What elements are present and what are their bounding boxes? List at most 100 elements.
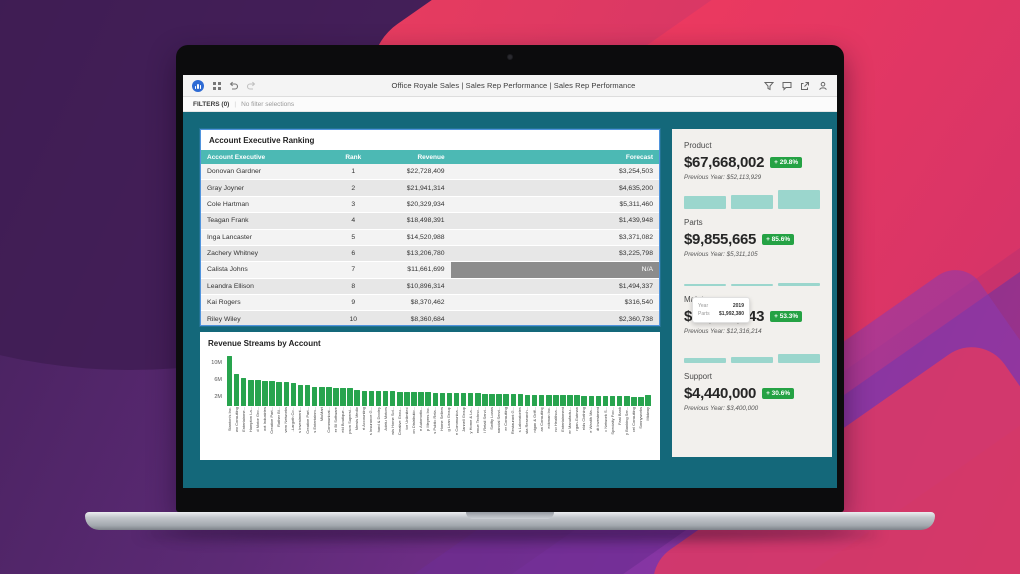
chart-bar[interactable] [240, 377, 247, 406]
grid-menu-icon[interactable] [212, 81, 222, 91]
table-row[interactable]: Zachery Whitney 6 $13,206,780 $3,225,798 [201, 245, 659, 263]
app-logo-icon[interactable] [192, 79, 204, 92]
chart-bar[interactable] [411, 391, 417, 406]
chart-bar[interactable] [453, 393, 460, 406]
chart-bar[interactable] [425, 392, 431, 406]
chart-bar[interactable] [546, 394, 552, 406]
chart-bar[interactable] [319, 387, 325, 406]
account-executive-ranking-card[interactable]: Account Executive Ranking Account Execut… [200, 129, 660, 326]
chart-bar[interactable] [602, 395, 609, 406]
chart-bar[interactable] [517, 394, 524, 406]
chart-bar[interactable] [531, 394, 538, 406]
column-header-revenue[interactable]: Revenue [372, 150, 451, 164]
table-row[interactable]: Kai Rogers 9 $8,370,462 $316,540 [201, 294, 659, 312]
chart-bar[interactable] [446, 393, 453, 406]
column-header-forecast[interactable]: Forecast [450, 150, 659, 164]
chart-bar[interactable] [262, 380, 268, 406]
filter-icon[interactable] [764, 81, 774, 91]
comment-icon[interactable] [782, 81, 792, 91]
chart-bar[interactable] [567, 395, 573, 406]
laptop-base-notch [466, 512, 554, 519]
x-axis-label: rgan-Gutman [574, 407, 580, 431]
user-icon[interactable] [818, 81, 828, 91]
chart-bar[interactable] [475, 393, 481, 406]
chart-bar[interactable] [588, 395, 595, 406]
chart-bar[interactable] [439, 392, 446, 406]
table-row[interactable]: Riley Wiley 10 $8,360,684 $2,360,738 [201, 310, 659, 325]
column-header-account-executive[interactable]: Account Executive [201, 150, 334, 164]
chart-bar[interactable] [297, 384, 304, 406]
chart-bar[interactable] [609, 396, 616, 406]
revenue-streams-card[interactable]: Revenue Streams by Account 10M 6M 2M Sta… [200, 332, 660, 460]
spark-bar [731, 283, 773, 286]
chart-bar[interactable] [269, 380, 275, 406]
redo-icon[interactable] [246, 81, 256, 91]
export-icon[interactable] [800, 81, 810, 91]
table-cell: Calista Johns [201, 261, 334, 279]
chart-bar[interactable] [340, 388, 346, 406]
column-header-rank[interactable]: Rank [333, 150, 373, 164]
chart-bar[interactable] [624, 396, 630, 406]
chart-bar[interactable] [645, 395, 651, 406]
table-row[interactable]: Gray Joyner 2 $21,941,314 $4,635,200 [201, 179, 659, 197]
chart-bar[interactable] [538, 394, 545, 406]
kpi-card-parts[interactable]: Parts $9,855,665 + 85.6% Previous Year: $5,… [684, 218, 820, 286]
table-cell: Leandra Ellison [201, 278, 334, 296]
spark-bar [778, 283, 820, 286]
kpi-card-product[interactable]: Product $67,668,002 + 29.8% Previous Year: … [684, 141, 820, 209]
chart-bar[interactable] [482, 393, 488, 406]
chart-bar[interactable] [382, 391, 389, 406]
chart-bar[interactable] [248, 379, 254, 406]
x-axis-label: tor Unlimited [403, 407, 409, 430]
chart-bar[interactable] [467, 393, 474, 406]
chart-bar[interactable] [354, 390, 360, 406]
filters-count-label[interactable]: FILTERS (0) [193, 100, 230, 108]
chart-bar[interactable] [333, 387, 339, 406]
chart-bar[interactable] [283, 382, 290, 406]
chart-bar[interactable] [226, 355, 233, 406]
kpi-change-badge: + 85.6% [762, 234, 795, 245]
chart-bar[interactable] [553, 394, 559, 406]
table-row[interactable]: Teagan Frank 4 $18,498,391 $1,439,948 [201, 212, 659, 230]
chart-bar[interactable] [389, 391, 396, 406]
undo-icon[interactable] [229, 81, 239, 91]
x-axis-label: Home Sellers [439, 407, 445, 432]
chart-bar[interactable] [361, 390, 368, 406]
chart-bar[interactable] [347, 388, 353, 406]
chart-bar[interactable] [616, 396, 623, 406]
chart-bar[interactable] [276, 381, 282, 406]
chart-bar[interactable] [418, 391, 424, 406]
chart-bar[interactable] [290, 383, 297, 406]
chart-bar[interactable] [326, 387, 332, 406]
table-row[interactable]: Donovan Gardner 1 $22,728,409 $3,254,503 [201, 164, 659, 181]
chart-bar[interactable] [510, 394, 517, 406]
chart-bar[interactable] [311, 386, 318, 406]
kpi-card-support[interactable]: Support $4,440,000 + 30.6% Previous Year: $… [684, 372, 820, 412]
chart-bar[interactable] [489, 393, 495, 406]
table-row[interactable]: Leandra Ellison 8 $10,896,314 $1,494,337 [201, 278, 659, 296]
chart-bar[interactable] [404, 391, 410, 406]
chart-bar[interactable] [581, 395, 587, 406]
chart-bar[interactable] [638, 396, 644, 406]
table-cell: $2,360,738 [450, 310, 659, 325]
chart-bar[interactable] [460, 393, 467, 406]
chart-bar[interactable] [233, 374, 240, 406]
chart-bar[interactable] [595, 395, 602, 406]
chart-bar[interactable] [397, 391, 403, 406]
chart-bar[interactable] [368, 390, 375, 406]
chart-bar[interactable] [375, 391, 382, 406]
table-row[interactable]: Calista Johns 7 $11,661,699 N/A [201, 261, 659, 279]
x-axis-label: er BI Software [332, 407, 338, 433]
chart-bar[interactable] [496, 393, 502, 406]
chart-bar[interactable] [524, 394, 531, 406]
chart-bar[interactable] [255, 380, 261, 406]
chart-bar[interactable] [560, 395, 566, 406]
chart-bar[interactable] [304, 385, 311, 406]
chart-bar[interactable] [503, 394, 509, 406]
chart-bar[interactable] [574, 395, 580, 406]
chart-bar[interactable] [631, 396, 637, 406]
table-row[interactable]: Cole Hartman 3 $20,329,934 $5,311,460 [201, 196, 659, 214]
chart-bar[interactable] [432, 392, 439, 406]
table-row[interactable]: Inga Lancaster 5 $14,520,988 $3,371,082 [201, 229, 659, 246]
table-cell: 1 [333, 164, 373, 181]
